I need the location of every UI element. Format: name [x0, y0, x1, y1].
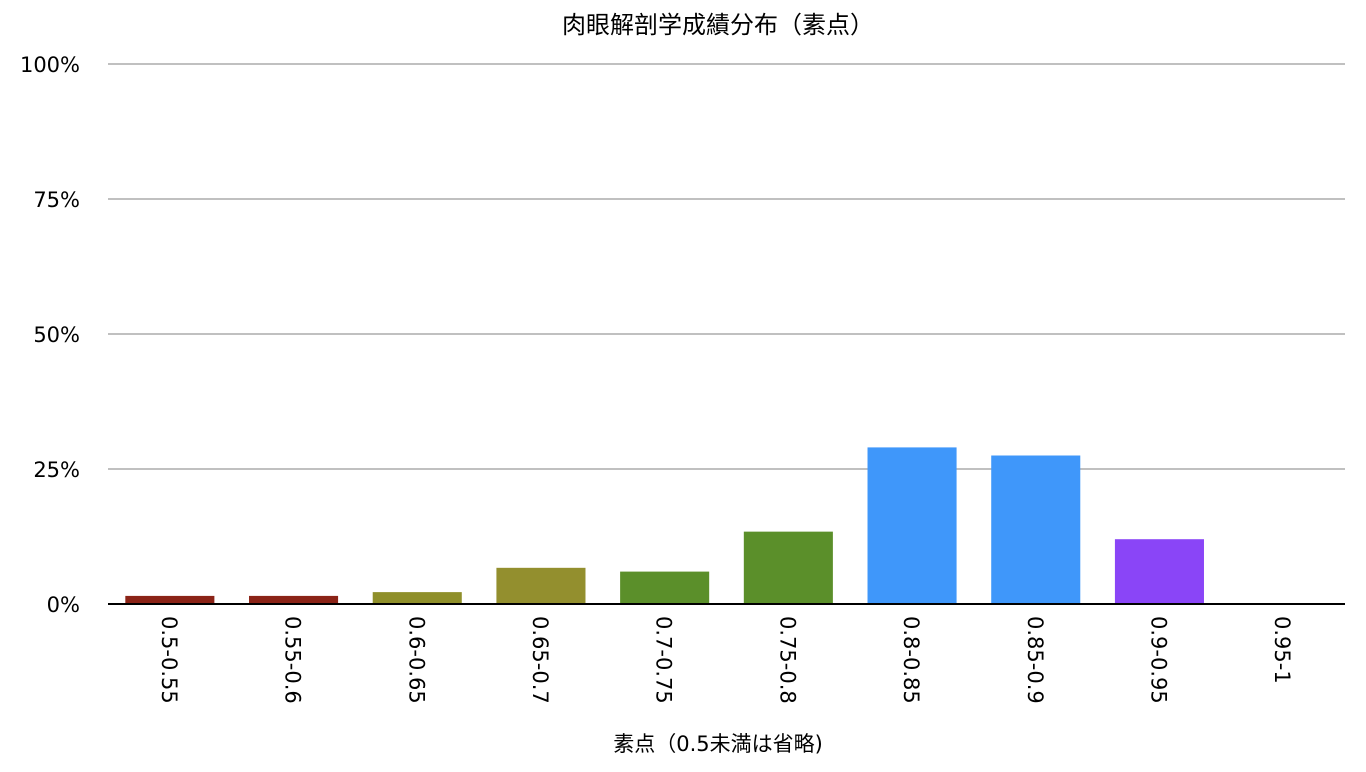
x-tick-label: 0.8-0.85	[899, 616, 923, 704]
bar-0.75-0.8	[743, 531, 833, 604]
x-tick-label: 0.65-0.7	[528, 616, 552, 704]
y-tick-label: 25%	[33, 458, 80, 482]
chart-title: 肉眼解剖学成績分布（素点）	[562, 11, 874, 39]
x-tick-label: 0.5-0.55	[157, 616, 181, 704]
y-tick-label: 0%	[47, 593, 80, 617]
bar-0.55-0.6	[249, 595, 339, 604]
y-tick-label: 50%	[33, 323, 80, 347]
bar-0.5-0.55	[125, 595, 215, 604]
bar-0.65-0.7	[496, 567, 586, 604]
x-tick-label: 0.9-0.95	[1146, 616, 1170, 704]
x-tick-label: 0.6-0.65	[404, 616, 428, 704]
y-tick-label: 100%	[20, 53, 80, 77]
x-tick-label: 0.55-0.6	[281, 616, 305, 704]
bar-0.6-0.65	[372, 592, 462, 604]
y-tick-label: 75%	[33, 188, 80, 212]
bar-0.7-0.75	[620, 571, 710, 604]
gridlines	[108, 63, 1345, 470]
bar-0.85-0.9	[991, 455, 1081, 604]
x-tick-label: 0.85-0.9	[1023, 616, 1047, 704]
bars	[125, 447, 1204, 604]
y-axis-ticks: 100% 75% 50% 25% 0%	[20, 53, 80, 617]
bar-0.8-0.85	[867, 447, 957, 604]
x-tick-label: 0.7-0.75	[652, 616, 676, 704]
x-axis-title: 素点（0.5未満は省略)	[613, 732, 823, 756]
x-axis-ticks: 0.5-0.55 0.55-0.6 0.6-0.65 0.65-0.7 0.7-0.75…	[157, 616, 1294, 704]
bar-0.9-0.95	[1114, 539, 1204, 604]
x-tick-label: 0.75-0.8	[775, 616, 799, 704]
x-tick-label: 0.95-1	[1270, 616, 1294, 684]
